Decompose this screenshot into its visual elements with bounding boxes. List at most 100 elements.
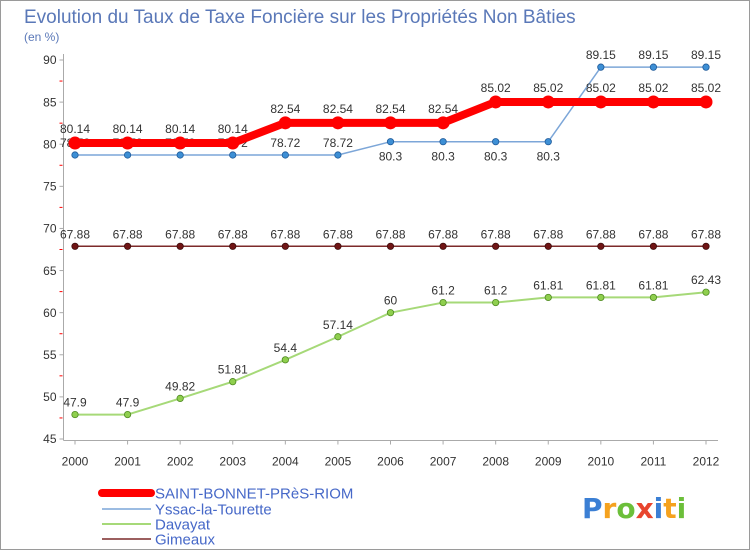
data-label-gimeaux-2008: 67.88 — [481, 227, 511, 241]
data-label-yssac-la-tourette-2006: 80.3 — [379, 150, 403, 164]
data-label-saint-bonnet-pres-riom-2006: 82.54 — [375, 102, 405, 116]
data-point-saint-bonnet-pres-riom-2006 — [384, 116, 397, 130]
x-tick-label: 2005 — [325, 455, 352, 469]
data-label-gimeaux-2010: 67.88 — [586, 227, 616, 241]
data-point-gimeaux-2006 — [386, 242, 395, 250]
data-label-davayat-2000: 47.9 — [63, 396, 87, 410]
data-label-davayat-2010: 61.81 — [586, 278, 616, 292]
y-tick-label: 50 — [43, 390, 57, 404]
data-point-saint-bonnet-pres-riom-2007 — [436, 116, 450, 130]
logo-letter: t — [663, 492, 676, 525]
data-point-davayat-2004 — [281, 356, 289, 364]
data-point-yssac-la-tourette-2009 — [544, 138, 552, 146]
data-label-saint-bonnet-pres-riom-2004: 82.54 — [270, 102, 300, 116]
data-label-saint-bonnet-pres-riom-2005: 82.54 — [323, 102, 353, 116]
x-tick-label: 2011 — [641, 455, 667, 469]
data-label-davayat-2004: 54.4 — [274, 341, 298, 355]
data-point-yssac-la-tourette-2010 — [597, 63, 605, 71]
x-tick-label: 2000 — [62, 455, 89, 469]
legend-label-yssac-la-tourette: Yssac-la-Tourette — [155, 501, 272, 518]
data-label-gimeaux-2011: 67.88 — [638, 227, 668, 241]
data-point-yssac-la-tourette-2008 — [492, 138, 500, 146]
data-label-yssac-la-tourette-2011: 89.15 — [638, 48, 668, 62]
data-label-davayat-2007: 61.2 — [431, 284, 455, 298]
data-point-gimeaux-2012 — [702, 242, 710, 250]
y-tick-label: 90 — [43, 53, 57, 67]
data-label-yssac-la-tourette-2008: 80.3 — [484, 150, 508, 164]
data-point-saint-bonnet-pres-riom-2003 — [226, 136, 240, 150]
data-label-saint-bonnet-pres-riom-2010: 85.02 — [586, 81, 616, 95]
proxiti-logo: Proxiti — [582, 492, 686, 525]
data-label-saint-bonnet-pres-riom-2011: 85.02 — [638, 81, 668, 95]
data-point-gimeaux-2001 — [123, 242, 132, 250]
data-point-yssac-la-tourette-2005 — [334, 151, 342, 159]
data-label-saint-bonnet-pres-riom-2007: 82.54 — [428, 102, 458, 116]
data-point-saint-bonnet-pres-riom-2012 — [699, 95, 713, 109]
legend-label-saint-bonnet-pres-riom: SAINT-BONNET-PRèS-RIOM — [155, 485, 353, 502]
data-point-gimeaux-2003 — [229, 242, 237, 250]
data-point-davayat-2002 — [176, 394, 184, 403]
data-point-saint-bonnet-pres-riom-2010 — [594, 95, 608, 109]
data-label-davayat-2002: 49.82 — [165, 379, 195, 393]
x-tick-label: 2006 — [377, 455, 404, 469]
data-label-gimeaux-2006: 67.88 — [375, 227, 405, 241]
data-point-saint-bonnet-pres-riom-2002 — [173, 136, 187, 150]
data-point-davayat-2012 — [702, 288, 710, 296]
data-point-davayat-2010 — [597, 293, 605, 302]
data-label-gimeaux-2007: 67.88 — [428, 227, 458, 241]
data-point-saint-bonnet-pres-riom-2004 — [278, 116, 292, 130]
logo-letter: r — [603, 492, 617, 525]
data-label-saint-bonnet-pres-riom-2000: 80.14 — [60, 122, 90, 136]
series-yssac-la-tourette: 78.7278.7278.7278.7278.7278.7280.380.380… — [60, 48, 721, 164]
data-label-gimeaux-2004: 67.88 — [270, 227, 300, 241]
x-tick-label: 2012 — [693, 455, 720, 469]
data-point-saint-bonnet-pres-riom-2000 — [68, 136, 82, 150]
data-point-davayat-2003 — [229, 378, 237, 386]
y-tick-label: 85 — [43, 95, 57, 109]
data-point-davayat-2011 — [649, 293, 658, 302]
data-point-yssac-la-tourette-2012 — [702, 63, 710, 71]
x-tick-label: 2004 — [272, 455, 299, 469]
data-label-saint-bonnet-pres-riom-2012: 85.02 — [691, 81, 721, 95]
data-point-yssac-la-tourette-2002 — [176, 151, 184, 159]
x-tick-label: 2010 — [587, 455, 614, 469]
series-saint-bonnet-pres-riom: 80.14 80.14 80.14 80.14 82.54 82.54 82.54 82.54… — [60, 81, 721, 150]
data-label-davayat-2006: 60 — [384, 294, 398, 308]
x-tick-label: 2001 — [114, 455, 141, 469]
data-point-gimeaux-2000 — [71, 242, 79, 250]
data-label-gimeaux-2000: 67.88 — [60, 227, 90, 241]
logo-letter: x — [636, 492, 654, 525]
data-point-davayat-2008 — [492, 298, 500, 307]
data-label-gimeaux-2012: 67.88 — [691, 227, 721, 241]
data-label-yssac-la-tourette-2012: 89.15 — [691, 48, 721, 62]
y-tick-label: 75 — [43, 180, 57, 194]
data-point-gimeaux-2004 — [281, 242, 289, 250]
data-point-gimeaux-2005 — [334, 242, 342, 250]
data-label-davayat-2009: 61.81 — [533, 278, 563, 292]
data-label-saint-bonnet-pres-riom-2008: 85.02 — [481, 81, 511, 95]
data-label-gimeaux-2003: 67.88 — [218, 227, 248, 241]
data-point-yssac-la-tourette-2004 — [281, 151, 289, 159]
data-point-gimeaux-2002 — [176, 242, 184, 250]
x-tick-label: 2008 — [482, 455, 509, 469]
data-point-saint-bonnet-pres-riom-2005 — [331, 116, 345, 130]
data-point-gimeaux-2010 — [597, 242, 605, 250]
y-tick-label: 45 — [43, 432, 57, 446]
y-tick-label: 60 — [43, 306, 57, 320]
data-point-davayat-2005 — [334, 333, 342, 341]
x-tick-label: 2002 — [167, 455, 194, 469]
data-point-yssac-la-tourette-2007 — [439, 138, 447, 146]
data-label-gimeaux-2001: 67.88 — [113, 227, 143, 241]
data-point-gimeaux-2008 — [492, 242, 500, 250]
data-label-gimeaux-2002: 67.88 — [165, 227, 195, 241]
data-label-davayat-2008: 61.2 — [484, 284, 508, 298]
data-label-gimeaux-2005: 67.88 — [323, 227, 353, 241]
legend-label-gimeaux: Gimeaux — [155, 531, 216, 548]
data-label-davayat-2011: 61.81 — [638, 278, 668, 292]
legend-item-davayat: Davayat — [102, 516, 211, 533]
y-tick-label: 70 — [43, 222, 57, 236]
data-point-yssac-la-tourette-2001 — [123, 151, 132, 159]
chart-subtitle: (en %) — [24, 30, 59, 44]
chart-title: Evolution du Taux de Taxe Foncière sur l… — [24, 7, 576, 28]
